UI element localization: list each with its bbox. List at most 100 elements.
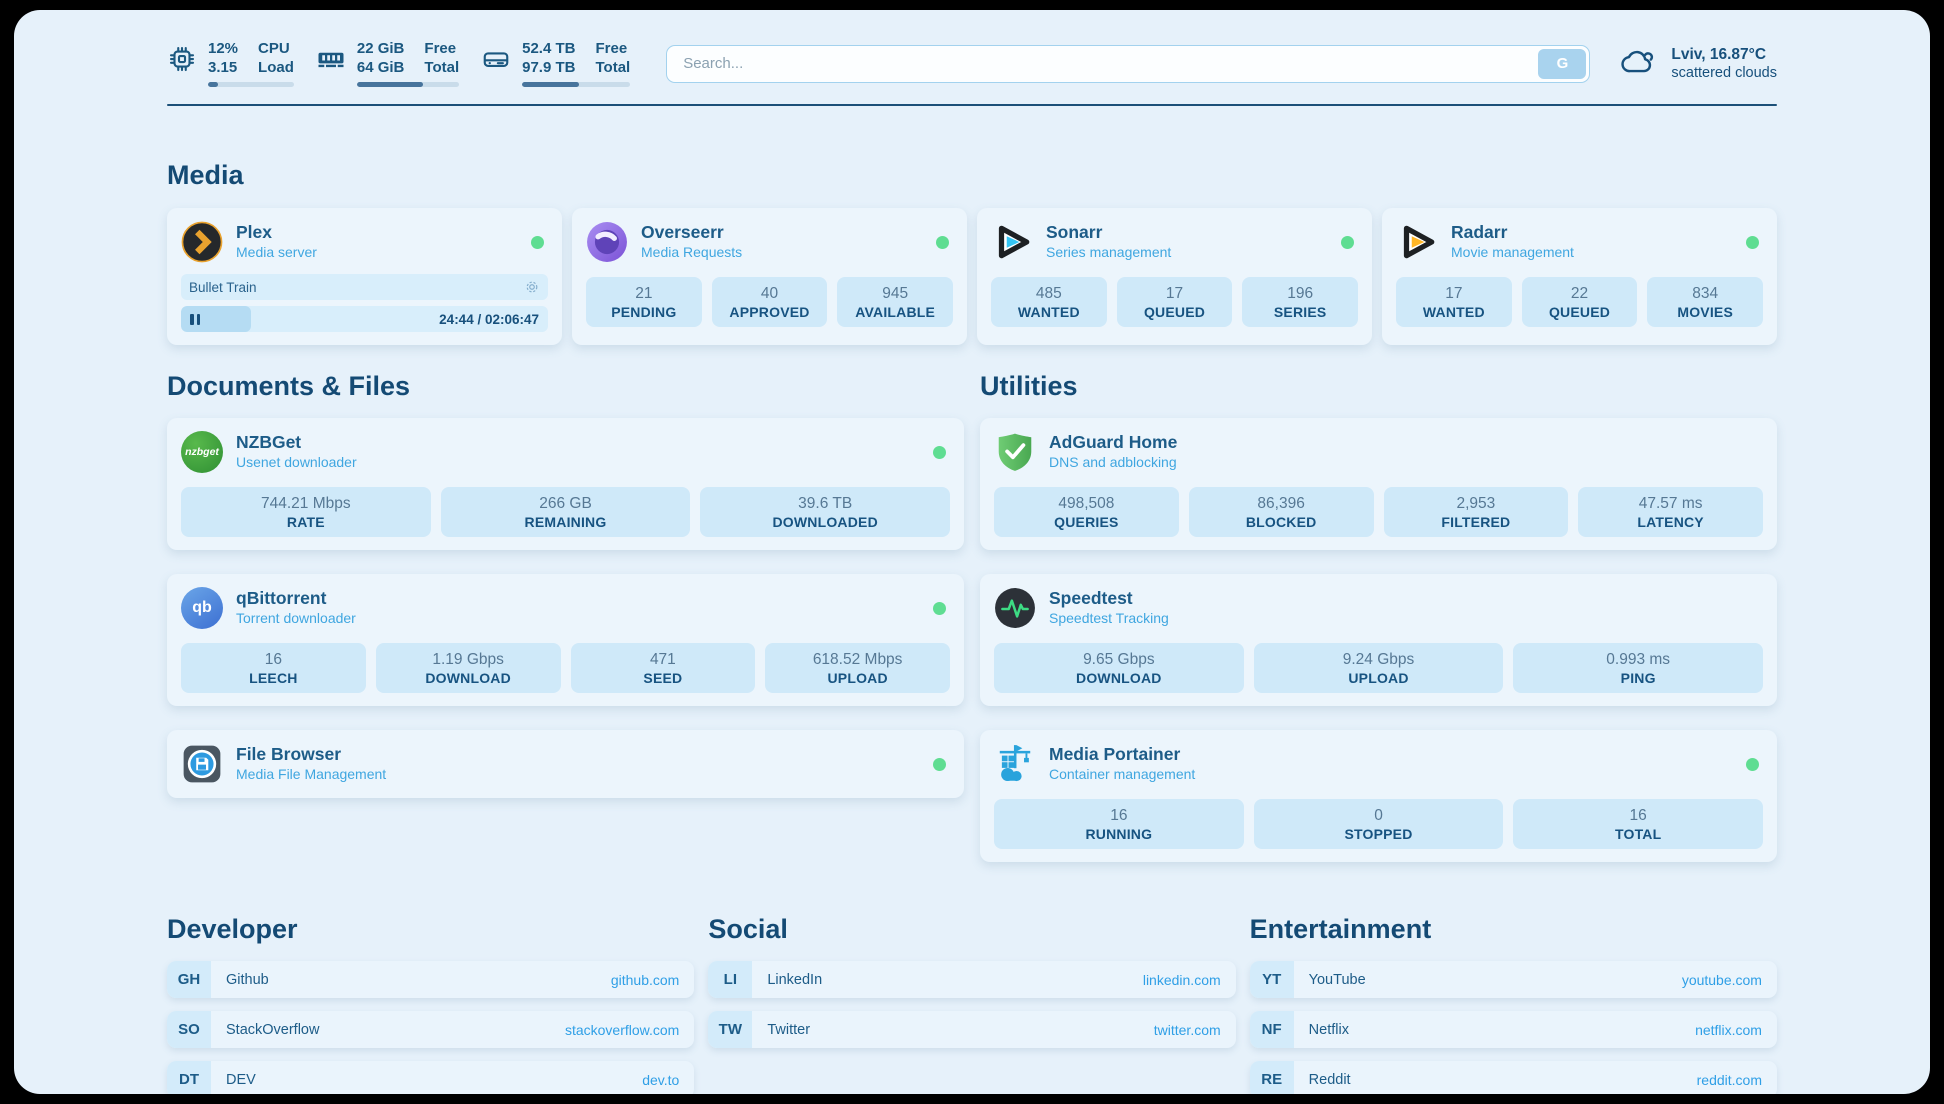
app-card-nzbget[interactable]: nzbget NZBGet Usenet downloader 744.21 M…: [167, 418, 964, 550]
weather-location: Lviv, 16.87°C: [1671, 46, 1767, 63]
app-card-qbittorrent[interactable]: qb qBittorrent Torrent downloader 16 LEE…: [167, 574, 964, 706]
app-card-overseerr[interactable]: Overseerr Media Requests 21 PENDING 40 A…: [572, 208, 967, 345]
stat-box: 485 WANTED: [991, 277, 1107, 327]
cpu-icon: [167, 44, 197, 74]
memory-progress-fill: [356, 82, 424, 87]
stat-value: 86,396: [1257, 495, 1305, 512]
app-card-adguard[interactable]: AdGuard Home DNS and adblocking 498,508 …: [980, 418, 1777, 550]
app-card-portainer[interactable]: Media Portainer Container management 16 …: [980, 730, 1777, 862]
disk-free-label: Free: [595, 40, 628, 57]
app-name: Radarr: [1451, 222, 1508, 242]
stat-box: 945 AVAILABLE: [837, 277, 954, 327]
dashboard-page: 12% CPU 3.15 Load: [14, 10, 1930, 1094]
stat-box: 21 PENDING: [586, 277, 702, 327]
stat-box: 17 WANTED: [1396, 277, 1512, 327]
bookmark-twitter[interactable]: TW Twitter twitter.com: [708, 1011, 1236, 1048]
bookmark-name: Netflix: [1308, 1021, 1349, 1038]
stat-box: 86,396 BLOCKED: [1188, 487, 1374, 537]
stat-value: 618.52 Mbps: [812, 651, 903, 668]
stat-value: 9.65 Gbps: [1083, 651, 1155, 668]
stat-label: LATENCY: [1637, 514, 1704, 530]
stat-label: WANTED: [1017, 304, 1080, 320]
disk-stat: 52.4 TB Free 97.9 TB Total: [481, 40, 631, 87]
stat-label: LEECH: [249, 670, 298, 686]
stat-value: 471: [649, 651, 676, 668]
qbittorrent-icon: qb: [181, 587, 223, 629]
stat-box: 39.6 TB DOWNLOADED: [700, 487, 951, 537]
filebrowser-icon: [181, 743, 223, 785]
stat-label: RATE: [286, 514, 325, 530]
app-name: qBittorrent: [236, 588, 327, 608]
app-card-speedtest[interactable]: Speedtest Speedtest Tracking 9.65 Gbps D…: [980, 574, 1777, 706]
stat-label: SERIES: [1273, 304, 1327, 320]
app-card-sonarr[interactable]: Sonarr Series management 485 WANTED 17 Q…: [977, 208, 1372, 345]
cpu-progress-fill: [208, 82, 219, 87]
stat-value: 47.57 ms: [1638, 495, 1703, 512]
speedtest-icon: [994, 587, 1036, 629]
app-name: Overseerr: [641, 222, 724, 242]
stat-box: 471 SEED: [570, 643, 756, 693]
stat-box: 834 MOVIES: [1647, 277, 1764, 327]
stat-value: 0.993 ms: [1606, 651, 1671, 668]
bookmark-url: twitter.com: [1153, 1021, 1221, 1038]
stat-label: APPROVED: [729, 304, 810, 320]
app-card-radarr[interactable]: Radarr Movie management 17 WANTED 22 QUE…: [1382, 208, 1777, 345]
app-name: Sonarr: [1046, 222, 1103, 242]
bookmark-name: Github: [226, 971, 269, 988]
stat-value: 16: [264, 651, 282, 668]
app-subtitle: Media Requests: [641, 244, 743, 260]
app-card-plex[interactable]: Plex Media server Bullet Train: [167, 208, 562, 345]
memory-free-value: 22 GiB: [356, 40, 405, 57]
stat-value: 0: [1374, 807, 1383, 824]
plex-icon: [181, 221, 223, 263]
bookmark-name: StackOverflow: [226, 1021, 320, 1038]
app-name: Media Portainer: [1049, 744, 1181, 764]
radarr-icon: [1396, 221, 1438, 263]
section-title-entertainment: Entertainment: [1249, 914, 1432, 944]
stat-label: SEED: [643, 670, 683, 686]
cpu-stat: 12% CPU 3.15 Load: [167, 40, 294, 87]
app-subtitle: Series management: [1046, 244, 1172, 260]
bookmark-abbr: LI: [708, 961, 753, 998]
stat-label: QUERIES: [1054, 514, 1119, 530]
bookmark-reddit[interactable]: RE Reddit reddit.com: [1249, 1061, 1777, 1094]
bookmark-url: stackoverflow.com: [564, 1021, 680, 1038]
bookmark-dev[interactable]: DT DEV dev.to: [167, 1061, 695, 1094]
now-playing-title: Bullet Train: [189, 279, 257, 295]
stat-value: 196: [1287, 285, 1314, 302]
search-input[interactable]: [666, 44, 1591, 83]
bookmark-linkedin[interactable]: LI LinkedIn linkedin.com: [708, 961, 1236, 998]
stat-box: 2,953 FILTERED: [1383, 487, 1569, 537]
now-playing-row: Bullet Train: [181, 274, 548, 300]
bookmark-github[interactable]: GH Github github.com: [167, 961, 695, 998]
app-name: File Browser: [236, 744, 342, 764]
bookmark-stackoverflow[interactable]: SO StackOverflow stackoverflow.com: [167, 1011, 695, 1048]
bookmark-netflix[interactable]: NF Netflix netflix.com: [1249, 1011, 1777, 1048]
stat-box: 16 RUNNING: [994, 799, 1244, 849]
stat-value: 17: [1165, 285, 1184, 302]
status-dot: [1746, 757, 1759, 771]
stat-label: MOVIES: [1677, 304, 1733, 320]
stat-box: 47.57 ms LATENCY: [1578, 487, 1763, 537]
app-name: NZBGet: [236, 432, 302, 452]
stat-label: RUNNING: [1085, 826, 1153, 842]
status-dot: [531, 235, 544, 249]
stat-value: 1.19 Gbps: [432, 651, 504, 668]
stat-value: 39.6 TB: [798, 495, 853, 512]
stat-box: 22 QUEUED: [1521, 277, 1638, 327]
app-subtitle: Usenet downloader: [236, 454, 357, 470]
app-card-filebrowser[interactable]: File Browser Media File Management: [167, 730, 964, 798]
weather-condition: scattered clouds: [1671, 65, 1777, 81]
stat-box: 0.993 ms PING: [1513, 643, 1764, 693]
adguard-icon: [994, 431, 1036, 473]
bookmark-youtube[interactable]: YT YouTube youtube.com: [1249, 961, 1777, 998]
stat-value: 17: [1445, 285, 1463, 302]
status-dot: [933, 757, 946, 771]
bookmark-url: github.com: [610, 971, 680, 988]
bookmark-abbr: SO: [167, 1011, 211, 1048]
stat-label: AVAILABLE: [855, 304, 936, 320]
search-engine-button[interactable]: G: [1538, 48, 1587, 79]
cpu-usage-label: CPU: [258, 40, 290, 57]
gear-icon[interactable]: [524, 279, 540, 295]
bookmark-url: netflix.com: [1695, 1021, 1762, 1038]
